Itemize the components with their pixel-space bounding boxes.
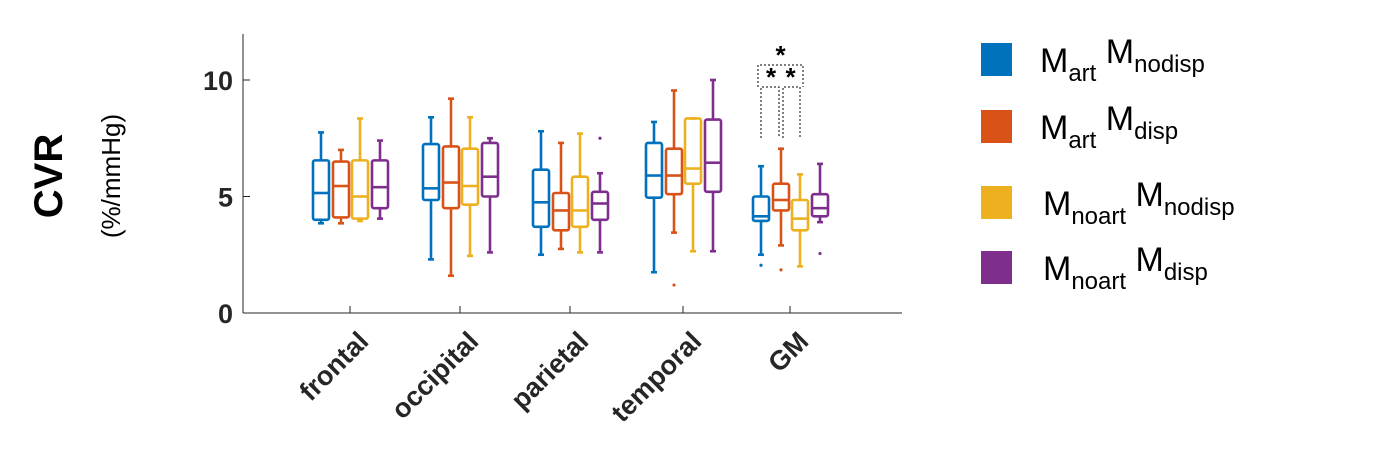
legend-subscript: noart xyxy=(1071,268,1126,295)
iqr-box xyxy=(350,159,370,220)
outlier-point xyxy=(598,136,602,140)
box-temporal-series-1 xyxy=(644,120,664,274)
legend-swatch xyxy=(981,251,1012,284)
legend-item-2: Mart Mdisp xyxy=(981,100,1178,154)
legend-main-text: M xyxy=(1040,109,1068,147)
significance-star: * xyxy=(775,40,786,70)
legend-main-text: M xyxy=(1106,100,1134,138)
legend-label: Mart Mdisp xyxy=(1040,100,1178,154)
significance-star: * xyxy=(766,62,777,92)
box-gm-series-1 xyxy=(751,164,771,267)
legend-swatch xyxy=(981,186,1012,219)
box-gm-series-4 xyxy=(810,162,830,256)
legend-main-text xyxy=(1096,42,1105,80)
legend-subscript: art xyxy=(1068,127,1096,154)
legend-main-text xyxy=(1126,250,1135,288)
y-tick-label: 10 xyxy=(203,66,233,96)
box-occipital-series-4 xyxy=(480,136,500,254)
y-axis-unit: (%/mmHg) xyxy=(96,114,126,238)
x-tick-label-temporal: temporal xyxy=(605,326,707,428)
box-parietal-series-4 xyxy=(590,136,610,254)
significance-annotations: * ** xyxy=(757,40,804,138)
box-gm-series-3 xyxy=(790,173,810,268)
box-parietal-series-1 xyxy=(531,129,551,257)
outlier-point xyxy=(672,283,676,287)
iqr-box xyxy=(311,159,331,222)
iqr-box xyxy=(370,159,390,210)
outlier-point xyxy=(779,268,783,272)
box-parietal-series-3 xyxy=(570,132,590,254)
significance-bracket xyxy=(760,86,780,138)
legend-main-text: M xyxy=(1135,176,1163,214)
y-axis-title: CVR xyxy=(27,134,71,219)
y-tick-label: 0 xyxy=(218,299,233,329)
x-tick-label-parietal: parietal xyxy=(505,326,594,415)
iqr-box xyxy=(771,182,791,212)
legend-main-text: M xyxy=(1106,33,1134,71)
legend-subscript: nodisp xyxy=(1164,194,1235,221)
box-occipital-series-3 xyxy=(460,115,480,258)
x-tick-label-occipital: occipital xyxy=(386,326,485,425)
significance-star: * xyxy=(785,62,796,92)
y-axis-label: CVR (%/mmHg) xyxy=(27,114,126,238)
iqr-box xyxy=(460,147,480,206)
outlier-point xyxy=(818,251,822,256)
legend-main-text: M xyxy=(1043,250,1071,288)
iqr-box xyxy=(810,192,830,218)
legend-main-text: M xyxy=(1135,241,1163,279)
legend-item-3: Mnoart Mnodisp xyxy=(981,176,1235,230)
legend-subscript: disp xyxy=(1134,118,1178,145)
x-tick-label-gm: GM xyxy=(762,326,814,378)
iqr-box xyxy=(421,142,441,202)
iqr-box xyxy=(664,147,684,196)
iqr-box xyxy=(644,141,664,199)
box-parietal-series-2 xyxy=(551,141,571,251)
box-frontal-series-1 xyxy=(311,131,331,225)
iqr-box xyxy=(441,145,461,210)
legend-main-text xyxy=(1096,109,1105,147)
iqr-box xyxy=(703,118,723,194)
box-temporal-series-4 xyxy=(703,78,723,253)
box-gm-series-2 xyxy=(771,147,791,272)
legend-subscript: noart xyxy=(1071,203,1126,230)
iqr-box xyxy=(590,190,610,222)
significance-bracket xyxy=(757,64,804,87)
box-plots xyxy=(311,78,830,287)
legend-label: Mnoart Mdisp xyxy=(1043,241,1208,295)
iqr-box xyxy=(683,117,703,185)
legend-item-4: Mnoart Mdisp xyxy=(981,241,1208,295)
legend-label: Mart Mnodisp xyxy=(1040,33,1205,87)
iqr-box xyxy=(570,175,590,229)
legend-main-text: M xyxy=(1040,42,1068,80)
box-frontal-series-2 xyxy=(331,148,351,225)
legend-swatch xyxy=(981,110,1012,143)
significance-bracket xyxy=(782,86,801,138)
legend-main-text xyxy=(1126,185,1135,223)
box-temporal-series-2 xyxy=(664,89,684,287)
iqr-box xyxy=(751,195,771,223)
legend-main-text: M xyxy=(1043,185,1071,223)
iqr-box xyxy=(531,168,551,229)
legend-swatch xyxy=(981,43,1012,76)
box-frontal-series-3 xyxy=(350,117,370,223)
box-occipital-series-2 xyxy=(441,97,461,278)
iqr-box xyxy=(480,141,500,198)
box-temporal-series-3 xyxy=(683,117,703,253)
legend-subscript: disp xyxy=(1164,259,1208,286)
box-frontal-series-4 xyxy=(370,139,390,220)
iqr-box xyxy=(331,160,351,219)
legend-item-1: Mart Mnodisp xyxy=(981,33,1205,87)
box-occipital-series-1 xyxy=(421,115,441,261)
y-tick-label: 5 xyxy=(218,183,233,213)
iqr-box xyxy=(790,198,810,232)
legend-label: Mnoart Mnodisp xyxy=(1043,176,1235,230)
outlier-point xyxy=(759,263,763,267)
x-tick-label-frontal: frontal xyxy=(294,326,375,407)
legend-subscript: art xyxy=(1068,60,1096,87)
legend-subscript: nodisp xyxy=(1134,51,1205,78)
